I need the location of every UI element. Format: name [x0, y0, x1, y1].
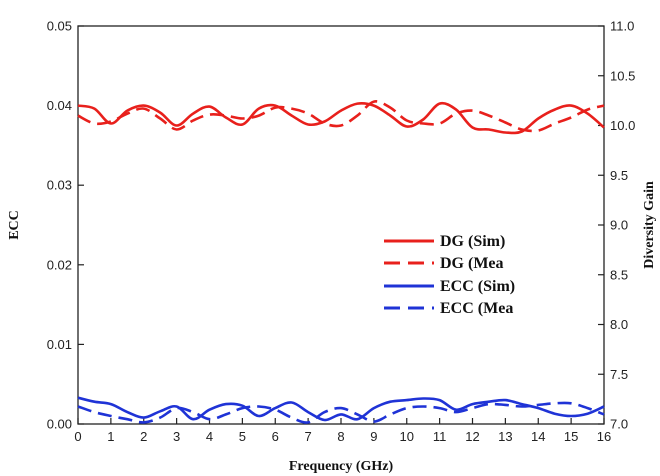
- legend-label-ecc-mea: ECC (Mea: [440, 300, 513, 317]
- legend: DG (Sim) DG (Mea ECC (Sim) ECC (Mea: [384, 233, 515, 317]
- right-tick-label: 10.5: [610, 68, 635, 83]
- x-tick-label: 11: [433, 429, 447, 444]
- x-tick-label: 2: [140, 429, 147, 444]
- x-tick-label: 9: [370, 429, 377, 444]
- x-tick-label: 5: [239, 429, 246, 444]
- series-ecc-sim: [77, 396, 605, 422]
- right-tick-label: 10.0: [610, 118, 635, 133]
- x-tick-label: 12: [465, 429, 479, 444]
- legend-label-dg-mea: DG (Mea: [440, 255, 504, 272]
- x-tick-label: 0: [74, 429, 81, 444]
- right-tick-label: 8.5: [610, 267, 628, 282]
- left-tick-label: 0.03: [47, 178, 72, 193]
- right-tick-label: 9.0: [610, 218, 628, 233]
- left-tick-label: 0.01: [47, 337, 72, 352]
- x-tick-label: 8: [337, 429, 344, 444]
- right-axis-title: Diversity Gain: [642, 181, 657, 269]
- x-tick-label: 4: [206, 429, 213, 444]
- x-tick-label: 1: [107, 429, 114, 444]
- right-tick-label: 8.0: [610, 317, 628, 332]
- left-tick-label: 0.02: [47, 257, 72, 272]
- right-tick-label: 7.0: [610, 417, 628, 432]
- left-tick-label: 0.05: [47, 19, 72, 34]
- right-tick-label: 7.5: [610, 367, 628, 382]
- series-ecc-mea: [77, 401, 605, 424]
- x-tick-label: 15: [564, 429, 578, 444]
- plot-area: [77, 25, 605, 425]
- right-tick-label: 11.0: [610, 19, 634, 34]
- legend-label-dg-sim: DG (Sim): [440, 233, 505, 250]
- series-dg-sim: [77, 101, 605, 135]
- right-axis-ticks: 7.0 7.5 8.0 8.5 9.0 9.5 10.0 10.5 11.0: [598, 19, 635, 432]
- x-tick-label: 3: [173, 429, 180, 444]
- x-axis-ticks: 0 1 2 3 4 5 6 7 8 9 10 11 12 13 14 15 16: [74, 418, 611, 444]
- x-tick-label: 10: [400, 429, 414, 444]
- left-tick-label: 0.00: [47, 417, 72, 432]
- right-tick-label: 9.5: [610, 168, 628, 183]
- x-tick-label: 14: [531, 429, 545, 444]
- x-tick-label: 13: [498, 429, 512, 444]
- x-tick-label: 6: [272, 429, 279, 444]
- left-axis-ticks: 0.00 0.01 0.02 0.03 0.04 0.05: [47, 19, 84, 432]
- left-axis-title: ECC: [7, 210, 22, 240]
- left-tick-label: 0.04: [47, 98, 72, 113]
- x-axis-title: Frequency (GHz): [289, 459, 394, 474]
- x-tick-label: 16: [597, 429, 611, 444]
- series-dg-mea: [77, 100, 605, 133]
- series-layer: [77, 100, 605, 424]
- x-tick-label: 7: [305, 429, 312, 444]
- legend-label-ecc-sim: ECC (Sim): [440, 278, 515, 295]
